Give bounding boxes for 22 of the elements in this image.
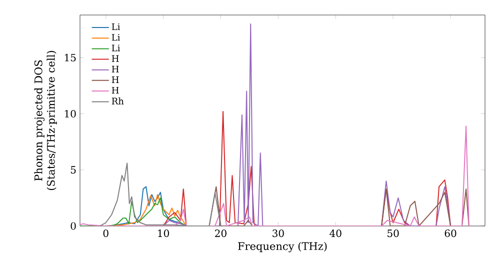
- line-series: [80, 126, 470, 226]
- legend-label: H: [112, 66, 119, 72]
- legend-label: Rh: [112, 98, 124, 104]
- x-tick-label: 30: [272, 230, 284, 238]
- y-tick-label: 15: [64, 54, 76, 62]
- x-tick-label: 10: [158, 230, 170, 238]
- x-tick-label: 20: [215, 230, 226, 238]
- legend-label: Li: [112, 23, 120, 30]
- legend-label: H: [112, 55, 119, 62]
- x-tick-label: 40: [330, 230, 342, 238]
- x-tick-label: 50: [388, 230, 399, 238]
- y-tick-label: 10: [64, 110, 76, 118]
- y-tick-label: 0: [70, 222, 76, 230]
- y-axis-title: Phonon projected DOS (States/THz·primitive cell): [34, 50, 57, 190]
- y-tick-label: 5: [70, 166, 76, 174]
- legend-label: Li: [112, 44, 120, 52]
- legend-label: H: [112, 76, 119, 83]
- x-tick-label: 0: [103, 230, 108, 238]
- x-tick-label: 60: [444, 230, 456, 238]
- x-axis-title: Frequency (THz): [238, 242, 327, 252]
- legend-label: Li: [112, 34, 120, 41]
- legend-label: H: [112, 86, 119, 94]
